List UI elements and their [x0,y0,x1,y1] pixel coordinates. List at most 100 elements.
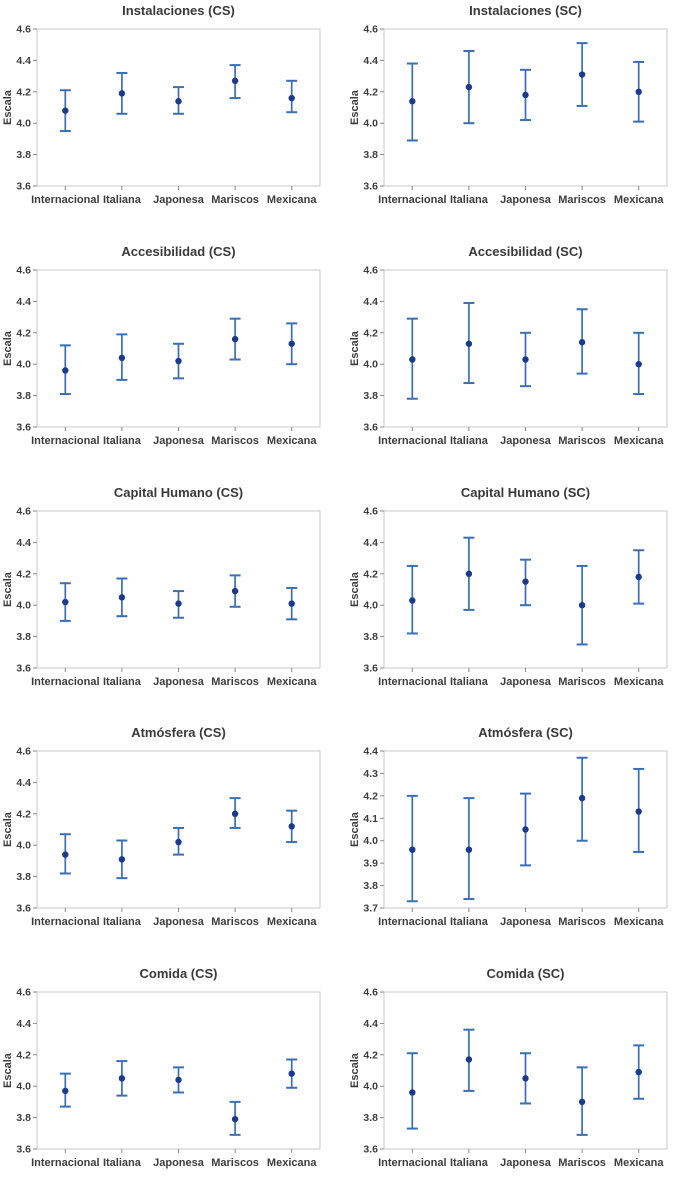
x-category-label: Mexicana [267,194,317,206]
interval-bar [633,768,645,854]
interval-bar [576,564,588,646]
interval-bar [116,1060,128,1097]
y-tick-label: 3.6 [363,662,378,674]
x-category-label: Internacional [31,916,99,928]
y-tick-label: 4.2 [363,1049,378,1061]
interval-plot-svg: Instalaciones (SC) Escala 3.6 3.8 4.0 4.2 4.4 4… [349,3,668,206]
interval-bar [406,62,418,142]
y-tick-label: 3.8 [16,390,31,402]
mean-marker [465,340,473,347]
y-tick-label: 4.2 [363,568,378,580]
chart-atmosfera-cs: Atmósfera (CS) Escala 3.6 3.8 4.0 4.2 4.4 4.6 In… [0,722,347,963]
interval-plot-svg: Capital Humano (SC) Escala 3.6 3.8 4.0 4.2 4.4… [349,485,668,688]
x-category-label: Mexicana [614,194,664,206]
interval-bar [173,342,184,380]
interval-plot-svg: Atmósfera (CS) Escala 3.6 3.8 4.0 4.2 4.4 4.6 In… [2,725,321,928]
mean-marker [409,98,416,105]
x-category-label: Italiana [103,676,142,688]
mean-marker [118,354,126,361]
x-category-label: Mariscos [211,676,259,688]
mean-marker [635,573,642,580]
interval-bar [116,577,128,617]
mean-marker [409,846,416,854]
interval-bar [286,586,298,620]
mean-marker [231,335,239,343]
y-tick-label: 3.6 [16,421,31,433]
interval-bar [173,827,184,857]
chart-title: Capital Humano (SC) [461,485,590,500]
y-tick-label: 4.0 [16,599,31,611]
x-category-label: Internacional [378,916,446,928]
mean-marker [578,1098,586,1106]
y-tick-label: 4.6 [363,264,378,276]
mean-marker [175,839,182,846]
x-category-label: Internacional [378,676,446,688]
x-category-label: Italiana [103,435,142,447]
y-tick-label: 4.4 [16,1018,31,1030]
y-tick-label: 4.0 [16,1081,31,1093]
y-tick-label: 4.2 [16,809,31,821]
interval-plot-svg: Instalaciones (CS) Escala 3.6 3.8 4.0 4.2 4.4 4… [2,3,321,206]
mean-marker [118,1075,126,1082]
mean-marker [522,578,529,585]
mean-marker [175,98,182,105]
x-category-label: Mariscos [558,916,606,928]
x-category-label: Mexicana [614,1157,664,1169]
x-category-label: Italiana [103,916,142,928]
plot-frame [36,510,321,669]
x-category-label: Italiana [103,1157,142,1169]
interval-bar [633,60,645,123]
mean-marker [231,1116,239,1123]
interval-bar [576,1066,588,1137]
y-tick-label: 4.6 [363,987,378,999]
interval-bar [173,1066,184,1094]
mean-marker [578,338,586,346]
x-category-label: Mariscos [558,1157,606,1169]
y-tick-label: 4.4 [16,777,31,789]
interval-plot-svg: Comida (CS) Escala 3.6 3.8 4.0 4.2 4.4 4.6 Inter… [2,966,321,1169]
interval-bar [229,797,241,830]
interval-bar [463,49,475,125]
x-category-label: Mexicana [614,435,664,447]
y-tick-label: 3.8 [363,631,378,643]
y-tick-label: 4.2 [16,86,31,98]
chart-accesibilidad-cs: Accesibilidad (CS) Escala 3.6 3.8 4.0 4.2 4.4 4… [0,241,347,482]
y-tick-label: 3.6 [16,1144,31,1156]
y-tick-label: 4.6 [363,505,378,517]
interval-bar [520,331,531,387]
mean-marker [465,846,473,854]
mean-marker [288,340,295,347]
y-tick-label: 4.4 [363,1018,378,1030]
y-tick-label: 4.4 [363,746,378,758]
interval-bar [463,536,475,611]
y-tick-label: 4.0 [363,1081,378,1093]
mean-marker [62,1087,69,1095]
y-tick-label: 4.0 [16,840,31,852]
chart-title: Comida (SC) [487,966,565,981]
mean-marker [288,1070,295,1078]
x-category-label: Internacional [378,194,446,206]
interval-plot-svg: Capital Humano (CS) Escala 3.6 3.8 4.0 4.2 4.4… [2,485,321,688]
x-category-label: Mexicana [267,435,317,447]
chart-accesibilidad-sc: Accesibilidad (SC) Escala 3.6 3.8 4.0 4.2 4.4 4… [347,241,695,482]
x-category-label: Mexicana [614,916,664,928]
mean-marker [635,808,642,816]
chart-title: Instalaciones (CS) [122,3,235,18]
y-axis-label: Escala [2,89,14,125]
interval-bar [116,839,128,880]
y-tick-label: 3.6 [16,662,31,674]
x-category-label: Internacional [31,676,99,688]
interval-bar [116,333,128,381]
y-tick-label: 4.6 [16,746,31,758]
chart-comida-sc: Comida (SC) Escala 3.6 3.8 4.0 4.2 4.4 4.6 Inter… [347,963,695,1204]
chart-title: Accesibilidad (CS) [121,244,235,259]
x-category-label: Italiana [450,194,489,206]
mean-marker [118,90,126,97]
chart-instalaciones-sc: Instalaciones (SC) Escala 3.6 3.8 4.0 4.2 4.4 4… [347,0,695,241]
mean-marker [522,356,529,363]
y-axis-label: Escala [349,812,361,848]
x-category-label: Mexicana [267,676,317,688]
interval-bar [286,810,298,844]
mean-marker [465,1056,473,1063]
